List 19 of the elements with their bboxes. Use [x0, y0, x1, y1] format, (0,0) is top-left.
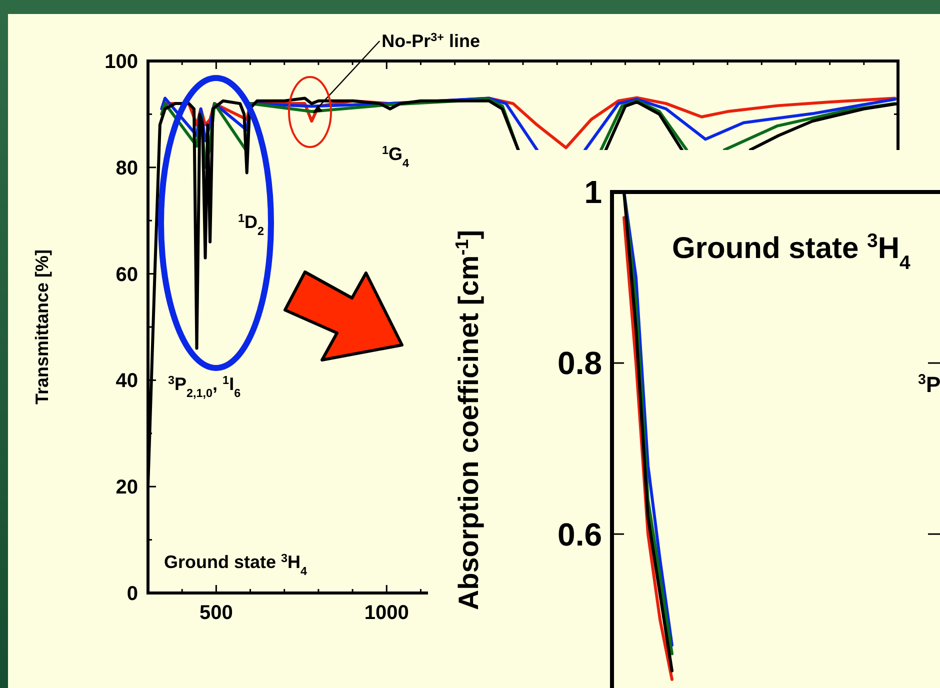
x-tick-label: 500: [199, 602, 233, 624]
annotation: $^{1}$G$_{4}$: [382, 144, 410, 170]
annotation: $^{3}$P$_{2,1,0}$, $^{1}$I$_{6}$: [168, 374, 242, 400]
annotation: Ground state $^{3}$H$_{4}$: [672, 230, 911, 274]
y-axis-title: Transmittance [%]: [32, 249, 52, 405]
y-tick-label: 0.8: [558, 345, 602, 382]
annotation: $^{1}$D$_{2}$: [238, 212, 265, 238]
y-tick-label: 80: [116, 157, 138, 180]
x-tick-label: 1000: [364, 602, 409, 624]
text: $^{3}$P: [918, 372, 940, 397]
annotation: Ground state $^{3}$H$_{4}$: [164, 552, 308, 578]
y-tick-label: 1: [584, 174, 602, 210]
annotation: No-Pr$^{3+}$ line: [382, 30, 480, 51]
y-tick-label: 60: [116, 264, 138, 286]
y-tick-label: 40: [116, 370, 138, 392]
y-tick-label: 20: [116, 476, 138, 499]
y-tick-label: 0: [126, 583, 138, 605]
y-tick-label: 100: [104, 51, 138, 73]
y-tick-label: 0.6: [558, 516, 602, 552]
